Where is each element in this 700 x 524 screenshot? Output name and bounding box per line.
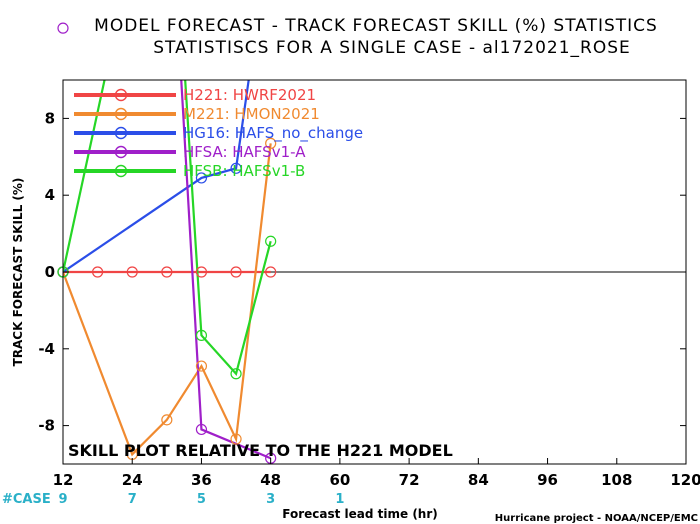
case-count: 7: [128, 492, 137, 507]
data-point-0: [230, 266, 242, 278]
y-tick-label: 4: [45, 186, 55, 204]
case-count: 5: [197, 492, 206, 507]
case-count: 1: [335, 492, 344, 507]
series-group: [63, 80, 272, 460]
x-tick-label: 108: [601, 471, 632, 489]
data-point-1: [230, 433, 242, 445]
x-tick-label: 96: [537, 471, 558, 489]
data-point-2: [230, 162, 242, 174]
y-axis-label: TRACK FORECAST SKILL (%): [11, 178, 25, 367]
x-tick-label: 24: [122, 471, 143, 489]
x-tick-label: 36: [191, 471, 212, 489]
credit-text: Hurricane project - NOAA/NCEP/EMC: [495, 513, 698, 524]
legend-label-0: H221: HWRF2021: [183, 86, 316, 104]
legend-marker-3: [114, 145, 128, 159]
data-point-4: [195, 329, 208, 341]
x-axis-label: Forecast lead time (hr): [282, 507, 438, 521]
y-tick-label: -8: [38, 417, 55, 435]
data-point-3: [195, 423, 208, 436]
x-tick-label: 12: [53, 471, 74, 489]
legend-label-1: M221: HMON2021: [183, 105, 320, 123]
data-point-4: [230, 368, 242, 380]
x-tick-label: 72: [399, 471, 420, 489]
series-line-2: [63, 80, 250, 273]
data-point-outside-3: [57, 22, 69, 34]
x-tick-label: 48: [260, 471, 281, 489]
data-point-1: [195, 360, 208, 372]
chart-annotation: SKILL PLOT RELATIVE TO THE H221 MODEL: [68, 441, 453, 460]
legend-label-2: HG16: HAFS_no_change: [183, 124, 363, 143]
data-point-0: [265, 266, 277, 278]
legend-label-4: HFSB: HAFSv1-B: [183, 162, 305, 180]
data-point-0: [126, 266, 138, 278]
chart-title: MODEL FORECAST - TRACK FORECAST SKILL (%…: [94, 16, 658, 36]
legend-label-3: HFSA: HAFSv1-A: [183, 143, 306, 161]
y-tick-label: 8: [45, 109, 55, 127]
data-point-1: [161, 414, 173, 426]
case-count: 9: [58, 492, 67, 507]
legend-marker-2: [114, 126, 128, 140]
y-tick-label: -4: [38, 340, 55, 358]
chart-subtitle: STATISTISCS FOR A SINGLE CASE - al172021…: [153, 38, 631, 58]
data-point-0: [161, 266, 173, 278]
series-line-1: [63, 143, 272, 457]
legend-marker-4: [114, 164, 128, 178]
data-point-2: [195, 172, 208, 184]
series-line-3: [180, 80, 272, 460]
case-count: 3: [266, 492, 275, 507]
x-tick-label: 60: [329, 471, 350, 489]
x-tick-label: 120: [670, 471, 700, 489]
series-line-4: [63, 80, 272, 377]
case-count-label: #CASE: [2, 492, 51, 507]
x-tick-label: 84: [468, 471, 489, 489]
data-point-0: [92, 266, 104, 278]
data-point-1: [265, 137, 277, 149]
y-tick-label: 0: [45, 263, 55, 281]
legend-marker-1: [114, 107, 128, 121]
data-point-0: [195, 266, 208, 278]
legend-marker-0: [114, 88, 128, 102]
data-point-4: [265, 235, 277, 247]
